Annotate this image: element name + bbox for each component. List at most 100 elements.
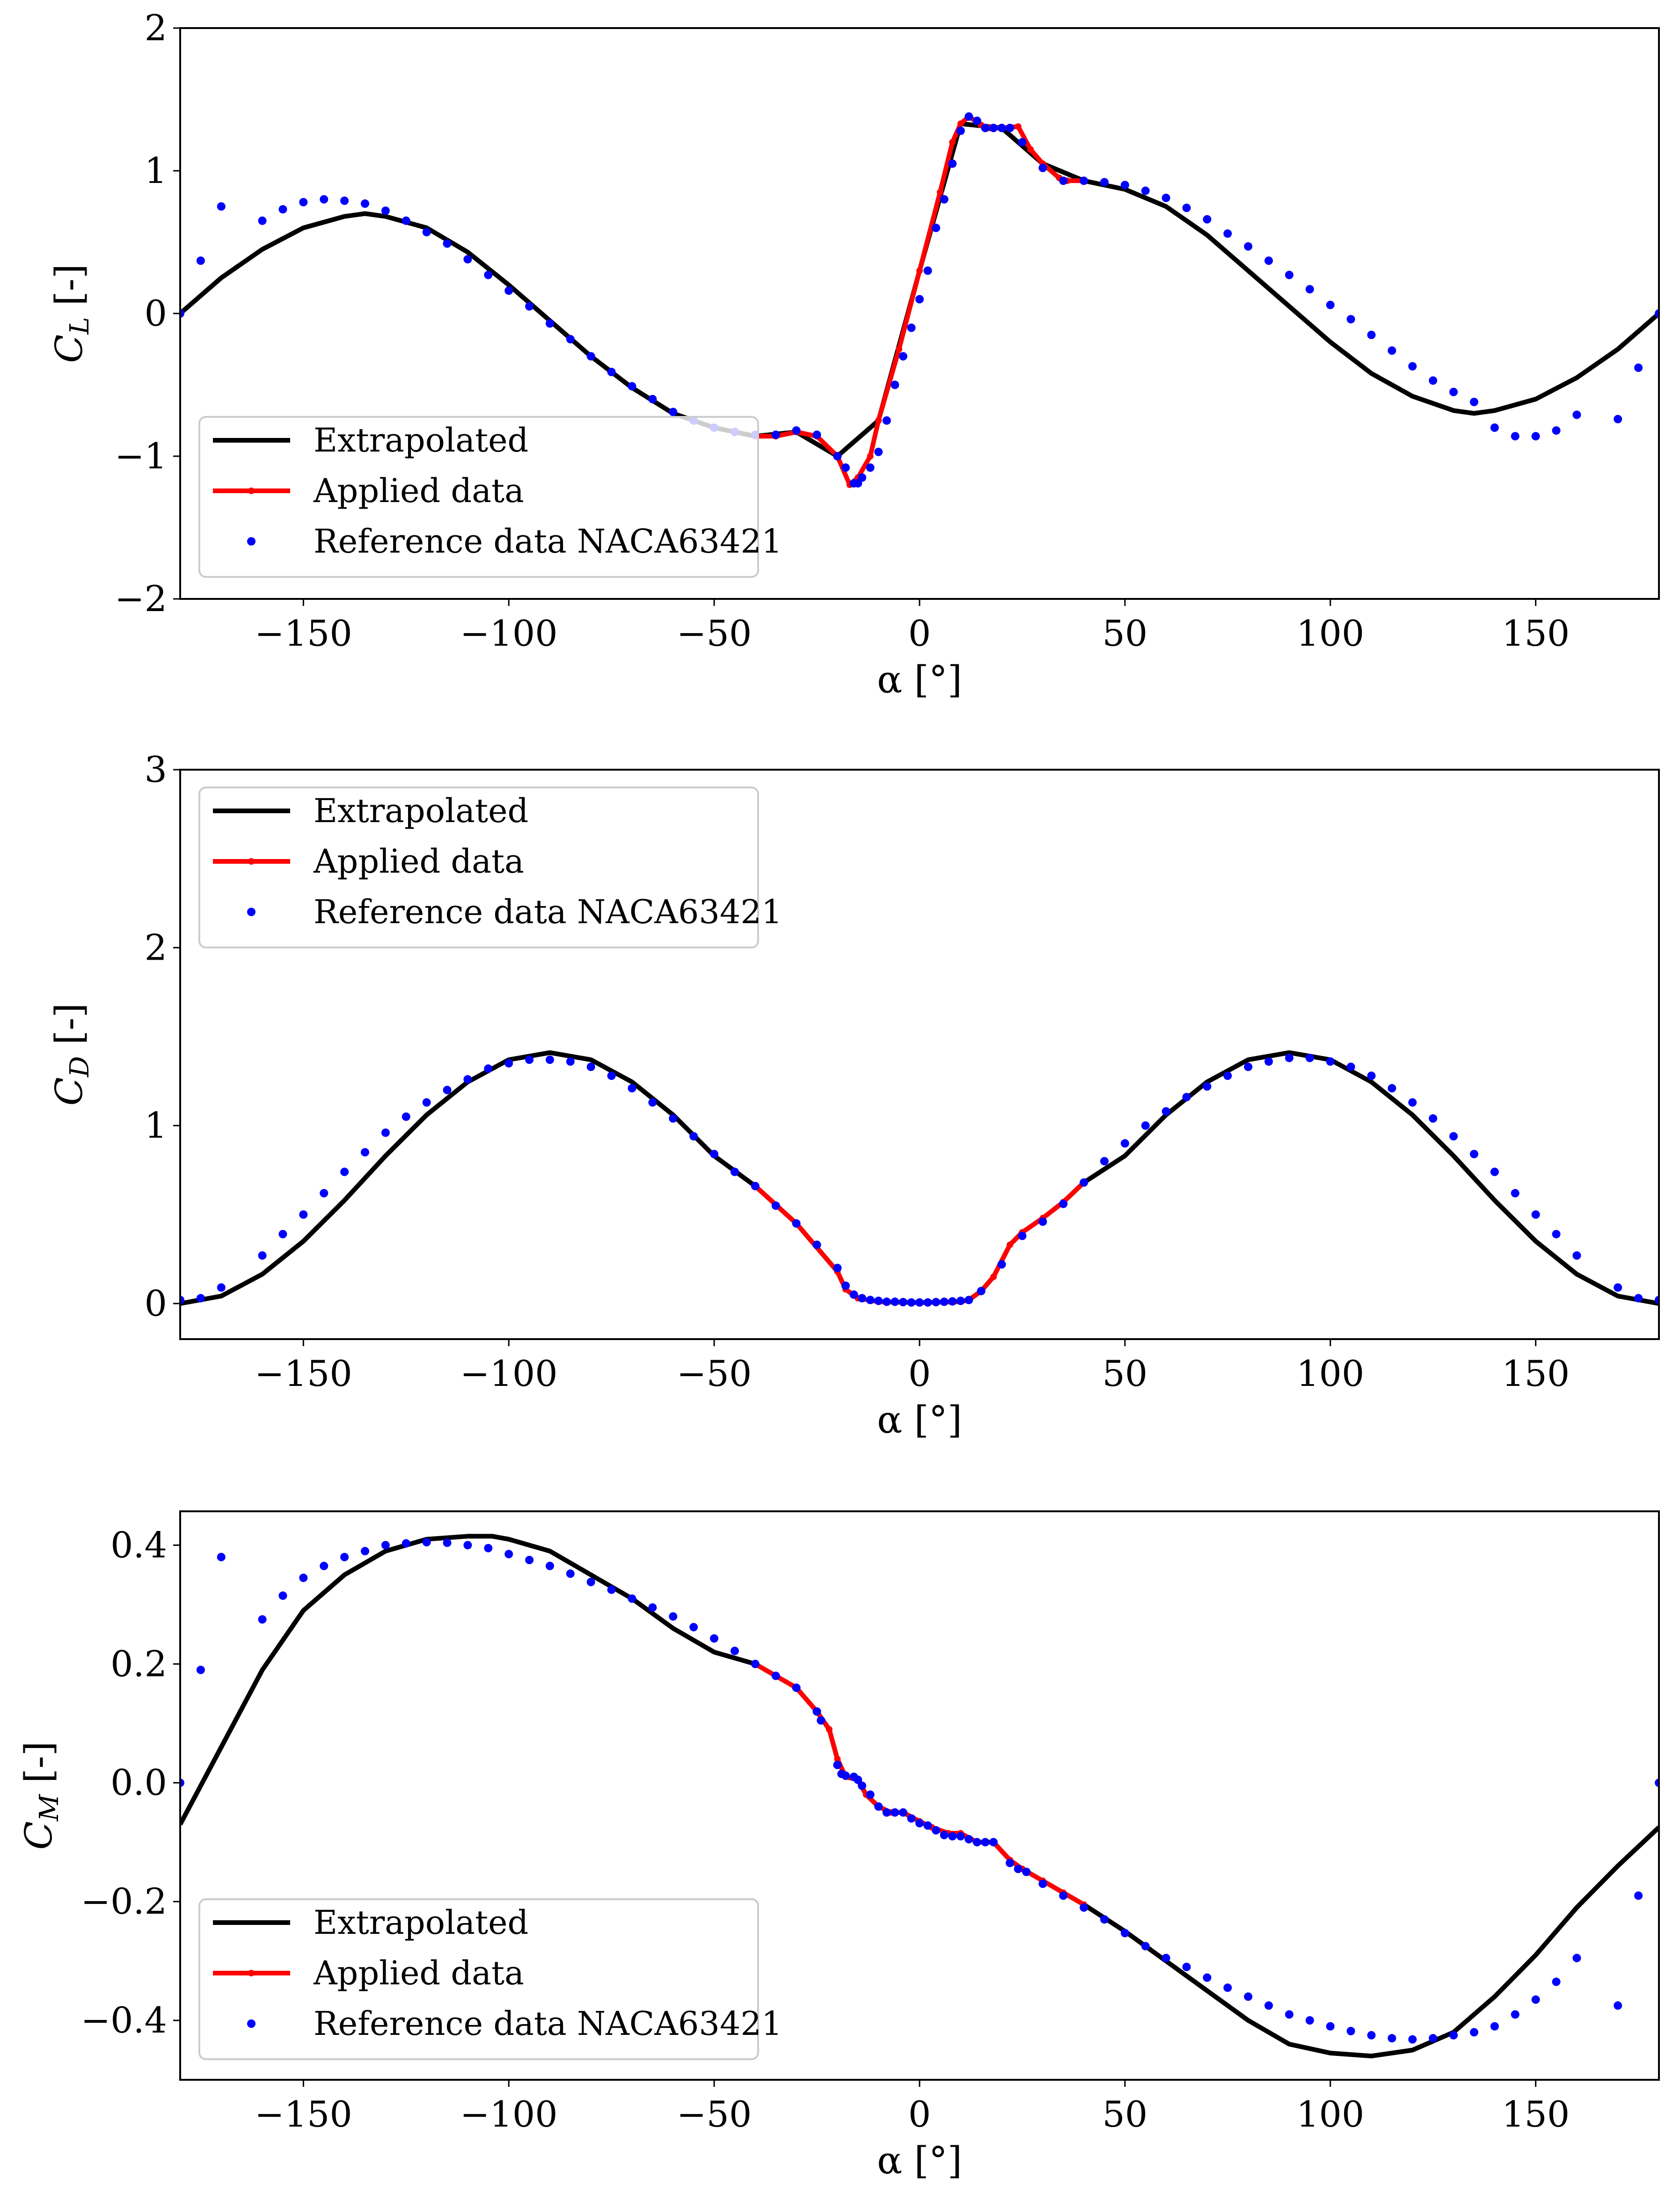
reference-data-point <box>1182 1962 1191 1971</box>
reference-data-point <box>1014 1865 1023 1873</box>
y-tick-label: 3 <box>145 749 167 790</box>
reference-data-point <box>1490 2022 1499 2031</box>
reference-data-point <box>669 1612 678 1621</box>
applied-data-marker <box>867 453 874 459</box>
legend-label-reference: Reference data NACA63421 <box>314 893 782 931</box>
reference-data-point <box>402 1112 410 1121</box>
reference-data-point <box>1100 178 1109 187</box>
reference-data-point <box>1141 1942 1150 1951</box>
reference-data-point <box>792 1219 801 1228</box>
reference-data-point <box>340 1552 349 1561</box>
reference-data-point <box>504 286 513 295</box>
reference-data-point <box>1305 2016 1314 2025</box>
reference-data-point <box>463 1541 472 1550</box>
legend: Extrapolated Applied data Reference data N… <box>198 1898 782 2060</box>
reference-data-point <box>932 1297 941 1306</box>
applied-data-line <box>753 1181 1086 1305</box>
reference-data-point <box>1161 1953 1170 1962</box>
legend-label-applied: Applied data <box>313 842 524 881</box>
x-tick-label: 50 <box>1103 1353 1148 1394</box>
reference-data-point <box>915 295 924 304</box>
applied-data-marker <box>834 1756 841 1763</box>
reference-data-point <box>196 1665 205 1674</box>
reference-data-point <box>586 352 595 361</box>
y-tick-label: 0.2 <box>110 1643 167 1684</box>
reference-data-point <box>566 1057 575 1066</box>
reference-data-point <box>1470 1150 1478 1159</box>
reference-data-point <box>1305 1054 1314 1063</box>
x-axis-label: α [°] <box>877 2139 962 2182</box>
reference-data-point <box>1038 163 1047 172</box>
reference-data-point <box>1655 309 1659 318</box>
reference-data-point <box>874 1802 883 1811</box>
reference-data-point <box>648 1603 657 1612</box>
reference-data-point <box>1120 1139 1129 1148</box>
legend-box <box>198 787 759 948</box>
reference-data-point <box>1388 1084 1396 1093</box>
applied-data-line <box>754 1661 1085 1907</box>
reference-data-point <box>1080 1903 1088 1912</box>
reference-data-point <box>463 255 472 264</box>
x-tick-label: 0 <box>908 1353 931 1394</box>
reference-data-point <box>907 1298 916 1307</box>
reference-data-point <box>1429 1114 1438 1123</box>
reference-data-point <box>812 1707 821 1716</box>
reference-data-point <box>484 270 493 279</box>
reference-data-point <box>1531 1210 1540 1219</box>
reference-data-point <box>443 1086 452 1094</box>
reference-data-point <box>1305 285 1314 294</box>
reference-data-point <box>1006 124 1015 132</box>
reference-data-point <box>1100 1915 1109 1924</box>
x-tick-label: −150 <box>255 612 352 654</box>
reference-data-point <box>771 1671 780 1680</box>
reference-data-point <box>258 1251 267 1260</box>
legend-reference-marker <box>247 908 256 916</box>
reference-data-point <box>381 206 390 215</box>
reference-data-point <box>997 124 1006 132</box>
reference-data-point <box>1203 215 1212 224</box>
legend-label-extrapolated: Extrapolated <box>314 421 528 459</box>
reference-data-point <box>463 1075 472 1084</box>
reference-data-point <box>546 1055 554 1064</box>
reference-data-point <box>278 1591 287 1600</box>
reference-data-point <box>1161 1107 1170 1116</box>
reference-data-point <box>1388 346 1396 355</box>
reference-data-point <box>1531 1995 1540 2004</box>
plot-area <box>180 112 1659 488</box>
reference-data-point <box>1182 1093 1191 1101</box>
reference-data-point <box>628 382 636 391</box>
reference-data-point <box>180 309 184 318</box>
x-tick-label: −150 <box>255 1353 352 1394</box>
reference-data-point <box>320 195 329 204</box>
y-tick-label: 0.0 <box>110 1762 167 1803</box>
y-axis-label: CD [-] <box>47 1003 95 1106</box>
reference-data-point <box>792 1683 801 1692</box>
reference-data-point <box>891 1297 899 1306</box>
x-tick-label: 0 <box>908 612 931 654</box>
reference-data-point <box>217 1552 226 1561</box>
reference-data-point <box>1285 270 1293 279</box>
reference-data-point <box>278 1230 287 1239</box>
reference-data-point <box>258 216 267 225</box>
legend-applied-marker <box>248 488 255 494</box>
reference-data-point <box>730 1647 739 1655</box>
reference-data-point <box>340 197 349 205</box>
reference-data-point <box>1470 398 1478 407</box>
reference-data-point <box>858 1781 867 1790</box>
y-label-symbol: C <box>47 335 91 363</box>
plot-area <box>180 1050 1659 1307</box>
y-label-subscript: L <box>65 317 95 335</box>
applied-data-marker <box>1027 146 1034 153</box>
x-tick-label: 100 <box>1296 1353 1364 1394</box>
y-tick-label: 0 <box>145 1283 167 1324</box>
reference-data-point <box>956 126 965 135</box>
reference-data-point <box>1552 426 1561 435</box>
reference-data-point <box>898 1808 907 1817</box>
reference-data-point <box>546 1561 554 1570</box>
reference-data-point <box>361 1148 369 1157</box>
reference-data-point <box>874 447 883 456</box>
chart-drag: −150 −100 −50 0 50 100 150 0 1 2 3 α [°] CD [-] Extrap… <box>47 749 1660 1442</box>
reference-data-point <box>977 1287 986 1296</box>
reference-data-point <box>841 1281 850 1290</box>
reference-data-point <box>443 1538 452 1547</box>
